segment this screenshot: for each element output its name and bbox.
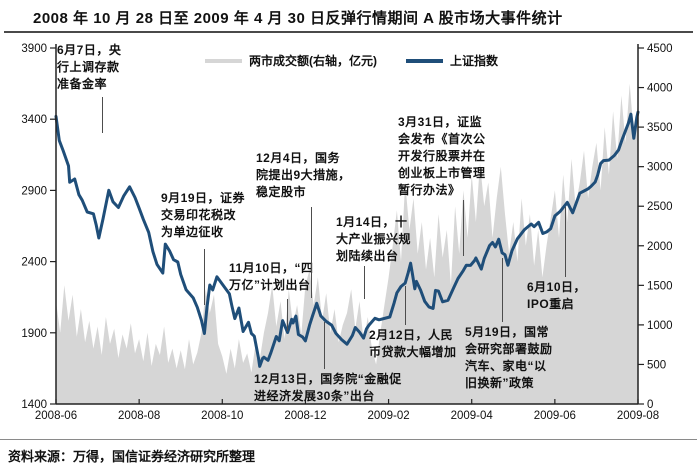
left-axis-tick-label: 2400 — [21, 257, 47, 269]
right-axis-tick-label: 500 — [647, 359, 666, 371]
left-axis-tick-label: 2900 — [21, 185, 47, 197]
title-divider — [4, 31, 693, 33]
right-axis-tick-label: 0 — [647, 399, 653, 411]
right-axis-tick-label: 4000 — [647, 83, 673, 95]
x-axis-tick-label: 2008-08 — [118, 410, 160, 422]
left-axis-tick-label: 3900 — [21, 43, 47, 55]
index-legend-label: 上证指数 — [450, 54, 499, 68]
legend-item-index: 上证指数 — [406, 52, 498, 69]
footer-divider — [0, 439, 697, 440]
x-axis-tick-label: 2009-06 — [534, 410, 576, 422]
left-axis-tick-label: 1900 — [21, 328, 47, 340]
x-axis-tick-label: 2008-06 — [35, 410, 77, 422]
chart-title: 2008 年 10 月 28 日至 2009 年 4 月 30 日反弹行情期间 … — [33, 10, 563, 27]
volume-legend-swatch — [205, 58, 242, 63]
index-legend-swatch — [406, 58, 443, 63]
x-axis-tick-label: 2009-02 — [367, 410, 409, 422]
right-axis-tick-label: 3500 — [647, 122, 673, 134]
x-axis-tick-label: 2009-08 — [617, 410, 659, 422]
index-line-series — [54, 110, 640, 368]
right-axis-tick-label: 4500 — [647, 43, 673, 55]
volume-area-series — [56, 83, 638, 404]
volume-legend-label: 两市成交额(右轴，亿元) — [249, 54, 377, 68]
x-axis-tick-label: 2009-04 — [451, 410, 494, 422]
legend-item-volume: 两市成交额(右轴，亿元) — [205, 52, 377, 69]
right-axis-tick-label: 2000 — [647, 241, 673, 253]
right-axis-tick-label: 1500 — [647, 280, 673, 292]
x-axis-tick-label: 2008-10 — [201, 410, 243, 422]
left-axis-tick-label: 3400 — [21, 114, 47, 126]
right-axis-tick-label: 2500 — [647, 201, 673, 213]
x-axis-tick-label: 2008-12 — [284, 410, 326, 422]
right-axis-tick-label: 3000 — [647, 162, 673, 174]
source-note: 资料来源：万得，国信证券经济研究所整理 — [8, 449, 256, 464]
right-axis-tick-label: 1000 — [647, 320, 673, 332]
left-axis-tick-label: 1400 — [21, 399, 47, 411]
